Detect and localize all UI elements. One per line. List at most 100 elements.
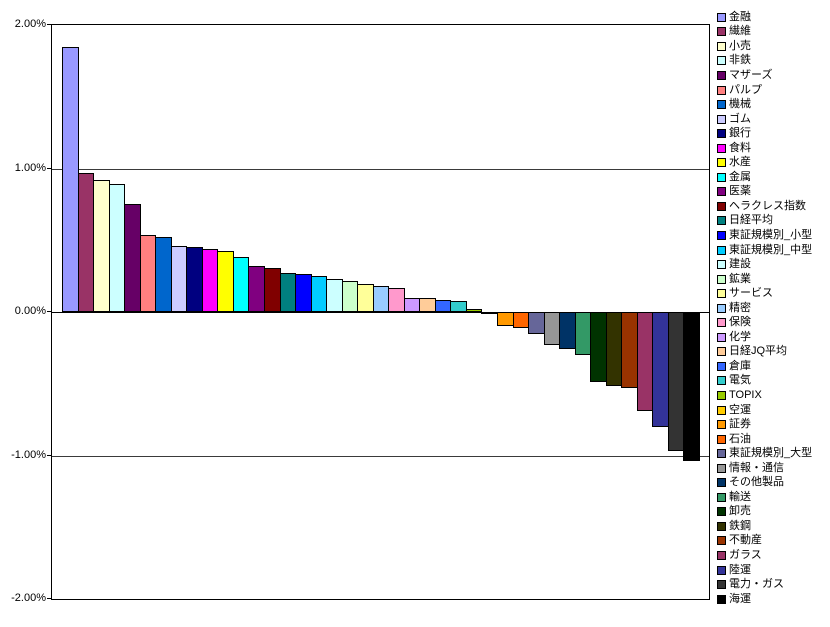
major-gridline xyxy=(52,169,709,170)
legend-item: パルプ xyxy=(717,83,829,98)
legend-item: その他製品 xyxy=(717,476,829,491)
legend-label: 日経平均 xyxy=(729,214,773,227)
bar-情報・通信 xyxy=(543,312,561,345)
legend-label: 金属 xyxy=(729,170,751,183)
legend-label: 保険 xyxy=(729,316,751,329)
bar-陸運 xyxy=(652,312,669,427)
legend-item: ガラス xyxy=(717,548,829,563)
legend-label: パルプ xyxy=(729,83,762,96)
legend-label: 東証規模別_大型 xyxy=(729,447,813,460)
legend-swatch-icon xyxy=(717,85,726,95)
bar-銀行 xyxy=(186,246,203,312)
legend-label: 水産 xyxy=(729,156,751,169)
legend-item: TOPIX xyxy=(717,388,829,403)
legend-swatch-icon xyxy=(717,289,726,299)
bar-ヘラクレス指数 xyxy=(263,267,281,312)
legend-label: 小売 xyxy=(729,39,751,52)
legend-label: 建設 xyxy=(729,258,751,271)
y-axis-tick-label: 0.00% xyxy=(14,305,46,317)
bar-パルプ xyxy=(139,234,157,312)
legend-swatch-icon xyxy=(717,41,726,51)
bar-倉庫 xyxy=(434,299,452,312)
legend-swatch-icon xyxy=(717,478,726,488)
bar-TOPIX xyxy=(465,309,483,312)
y-axis-tick-mark xyxy=(47,168,51,169)
legend-item: 保険 xyxy=(717,315,829,330)
legend-label: 電気 xyxy=(729,374,751,387)
legend-swatch-icon xyxy=(717,201,726,211)
legend-label: マザーズ xyxy=(729,68,773,81)
legend-label: 非鉄 xyxy=(729,54,751,67)
legend-swatch-icon xyxy=(717,12,726,22)
y-axis-tick-mark xyxy=(47,455,51,456)
bar-石油 xyxy=(512,312,530,328)
legend-swatch-icon xyxy=(717,56,726,66)
legend-swatch-icon xyxy=(717,158,726,168)
bar-卸売 xyxy=(590,312,607,383)
legend-item: 金融 xyxy=(717,10,829,25)
bar-日経JQ平均 xyxy=(419,298,436,312)
legend-item: 電気 xyxy=(717,374,829,389)
bar-電力・ガス xyxy=(667,312,685,452)
legend-swatch-icon xyxy=(717,536,726,546)
zero-axis-line xyxy=(52,312,709,313)
legend-swatch-icon xyxy=(717,230,726,240)
bar-食料 xyxy=(201,248,219,312)
legend-item: 精密 xyxy=(717,301,829,316)
legend-item: 日経平均 xyxy=(717,214,829,229)
legend-swatch-icon xyxy=(717,580,726,590)
bar-精密 xyxy=(372,286,390,312)
legend-swatch-icon xyxy=(717,100,726,110)
bar-ガラス xyxy=(636,312,654,411)
legend-label: 東証規模別_小型 xyxy=(729,228,813,241)
legend-label: 食料 xyxy=(729,141,751,154)
legend-swatch-icon xyxy=(717,347,726,357)
legend-swatch-icon xyxy=(717,27,726,37)
bar-小売 xyxy=(93,179,110,312)
y-axis-tick-label: -1.00% xyxy=(11,448,46,461)
legend-label: 輸送 xyxy=(729,490,751,503)
legend-label: 機械 xyxy=(729,98,751,111)
legend-swatch-icon xyxy=(717,318,726,328)
legend-item: 輸送 xyxy=(717,490,829,505)
legend-item: 繊維 xyxy=(717,25,829,40)
bar-輸送 xyxy=(574,312,592,356)
legend-label: 石油 xyxy=(729,432,751,445)
legend-swatch-icon xyxy=(717,390,726,400)
legend-label: ヘラクレス指数 xyxy=(729,199,806,212)
legend-swatch-icon xyxy=(717,507,726,517)
legend-item: 鉄鋼 xyxy=(717,519,829,534)
legend-label: 金融 xyxy=(729,10,751,23)
legend-swatch-icon xyxy=(717,129,726,139)
legend-item: 日経JQ平均 xyxy=(717,345,829,360)
legend-label: 化学 xyxy=(729,330,751,343)
legend-item: 陸運 xyxy=(717,563,829,578)
legend-item: 東証規模別_大型 xyxy=(717,446,829,461)
y-axis-tick-mark xyxy=(47,311,51,312)
legend-swatch-icon xyxy=(717,434,726,444)
y-axis-tick-label: -2.00% xyxy=(11,592,46,604)
legend-item: 食料 xyxy=(717,141,829,156)
legend-item: 石油 xyxy=(717,432,829,447)
bar-電気 xyxy=(450,301,467,312)
bar-日経平均 xyxy=(279,273,297,312)
legend-label: その他製品 xyxy=(729,476,784,489)
legend-swatch-icon xyxy=(717,551,726,560)
legend-item: サービス xyxy=(717,286,829,301)
legend-label: 卸売 xyxy=(729,505,751,518)
legend-swatch-icon xyxy=(717,463,726,473)
bar-繊維 xyxy=(77,172,95,312)
legend-label: 電力・ガス xyxy=(729,578,784,591)
legend-label: 精密 xyxy=(729,301,751,314)
bar-金属 xyxy=(232,257,250,312)
legend-label: 鉱業 xyxy=(729,272,751,285)
legend-item: 非鉄 xyxy=(717,54,829,69)
legend-item: 鉱業 xyxy=(717,272,829,287)
legend-item: 東証規模別_小型 xyxy=(717,228,829,243)
legend-item: 証券 xyxy=(717,417,829,432)
bar-鉱業 xyxy=(341,281,359,312)
bar-海運 xyxy=(683,312,700,462)
legend-swatch-icon xyxy=(717,521,726,531)
legend-item: 不動産 xyxy=(717,534,829,549)
bar-東証規模別_小型 xyxy=(295,273,312,312)
